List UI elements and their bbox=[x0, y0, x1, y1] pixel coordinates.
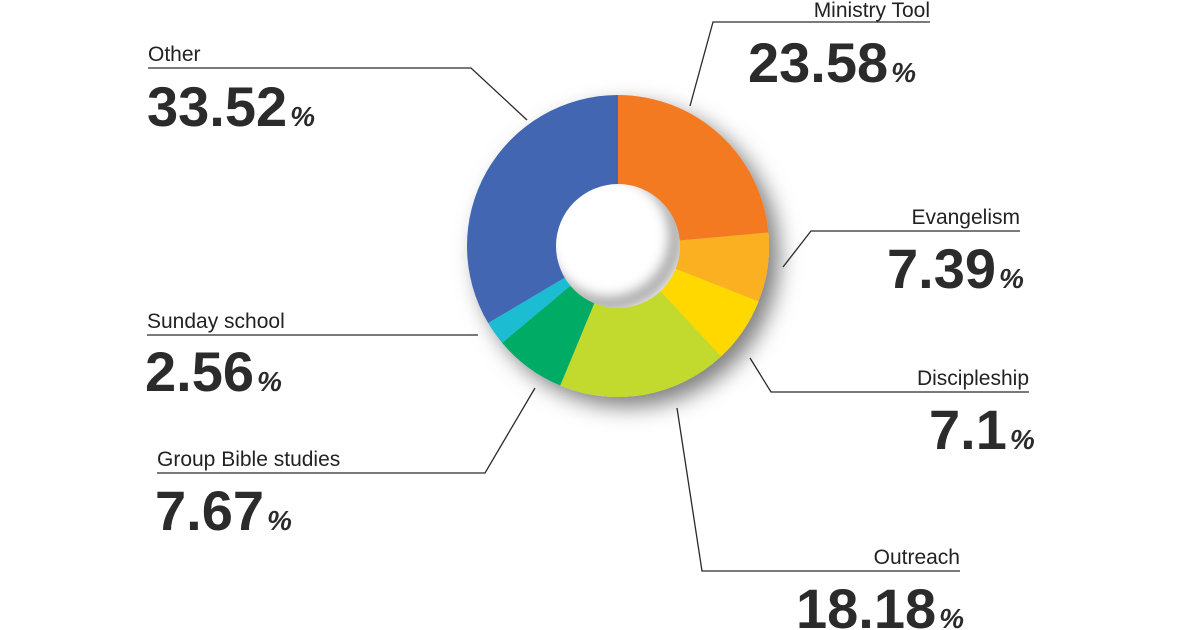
value-label-ministry-tool: 23.58% bbox=[748, 31, 916, 94]
value-label-outreach: 18.18% bbox=[796, 577, 964, 630]
value-label-sunday-school: 2.56% bbox=[145, 340, 282, 403]
category-label-outreach: Outreach bbox=[874, 546, 960, 569]
percent-sign: % bbox=[939, 603, 964, 630]
leader-line-other bbox=[148, 67, 528, 121]
leader-line-outreach bbox=[676, 407, 960, 572]
category-label-sunday-school: Sunday school bbox=[147, 310, 285, 333]
slice-outreach bbox=[560, 246, 721, 398]
category-label-group-bible-studies: Group Bible studies bbox=[157, 448, 340, 471]
percent-sign: % bbox=[290, 101, 315, 132]
percent-sign: % bbox=[891, 57, 916, 88]
category-label-evangelism: Evangelism bbox=[911, 206, 1020, 229]
percent-sign: % bbox=[267, 505, 292, 536]
value-label-discipleship: 7.1% bbox=[929, 398, 1035, 461]
category-label-other: Other bbox=[148, 43, 201, 66]
leader-line-evangelism bbox=[782, 230, 1020, 268]
donut-hole bbox=[556, 184, 680, 308]
percent-sign: % bbox=[257, 366, 282, 397]
value-label-group-bible-studies: 7.67% bbox=[155, 479, 292, 542]
percent-sign: % bbox=[999, 263, 1024, 294]
value-label-other: 33.52% bbox=[147, 75, 315, 138]
category-label-discipleship: Discipleship bbox=[917, 367, 1029, 390]
value-label-evangelism: 7.39% bbox=[887, 237, 1024, 300]
leader-line-group-bible-studies bbox=[157, 387, 536, 474]
percent-sign: % bbox=[1010, 424, 1035, 455]
leader-line-discipleship bbox=[749, 357, 1029, 393]
slice-labels: Ministry Tool 23.58 % Evangelism 7.39 % Discip… bbox=[145, 0, 1035, 630]
category-label-ministry-tool: Ministry Tool bbox=[814, 0, 930, 22]
leader-line-ministry-tool bbox=[689, 21, 930, 107]
